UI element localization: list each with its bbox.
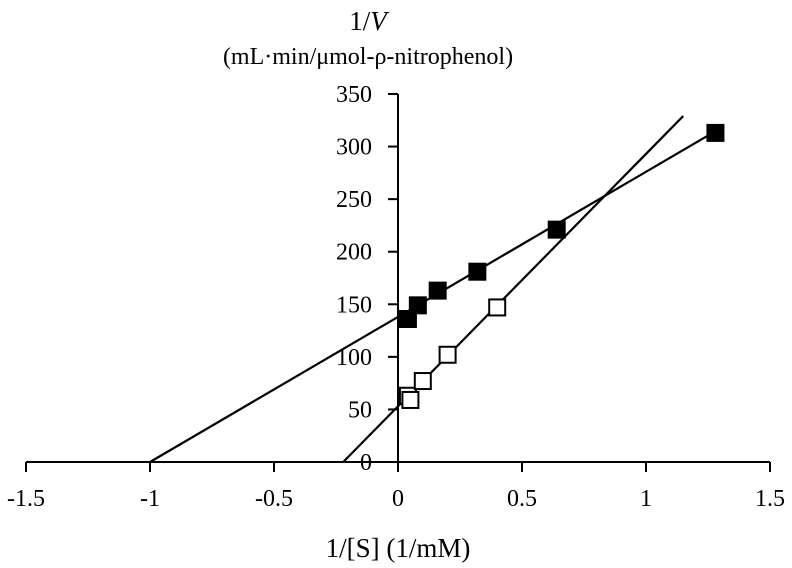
filled-square-point [547,220,566,239]
y-tick-label: 200 [336,240,372,266]
open-square-point [488,298,507,317]
x-tick-label: 1 [640,486,652,512]
filled-square-point [428,281,447,300]
x-tick-label: 0 [392,486,404,512]
x-tick-label: -1.5 [7,486,45,512]
x-axis-title: 1/[S] (1/mM) [326,533,471,563]
y-tick-label: 50 [348,397,372,423]
data-markers [398,123,725,409]
filled-square-point [706,123,725,142]
x-tick-label: -1 [140,486,160,512]
x-tick-label: 0.5 [507,486,537,512]
y-tick-label: 300 [336,135,372,161]
filled-square-point [398,310,417,329]
x-tick-label: 1.5 [755,486,785,512]
y-tick-label: 0 [360,450,372,476]
fit-line-2 [342,115,684,463]
y-axis-title-prefix: 1/ [349,6,371,36]
y-axis-title-line2: (mL·min/μmol-ρ-nitrophenol) [223,44,513,70]
y-axis-title-line1: 1/V [349,6,390,36]
y-axis-title-variable: V [370,6,390,36]
y-tick-label: 250 [336,187,372,213]
y-tick-label: 150 [336,292,372,318]
x-axis-ticks: -1.5 -1 -0.5 0 0.5 1 1.5 [7,462,785,512]
y-tick-label: 350 [336,82,372,108]
open-square-point [438,345,457,364]
open-square-point [413,372,432,391]
filled-square-point [408,296,427,315]
filled-square-point [468,262,487,281]
open-square-point [401,390,420,409]
x-tick-label: -0.5 [255,486,293,512]
